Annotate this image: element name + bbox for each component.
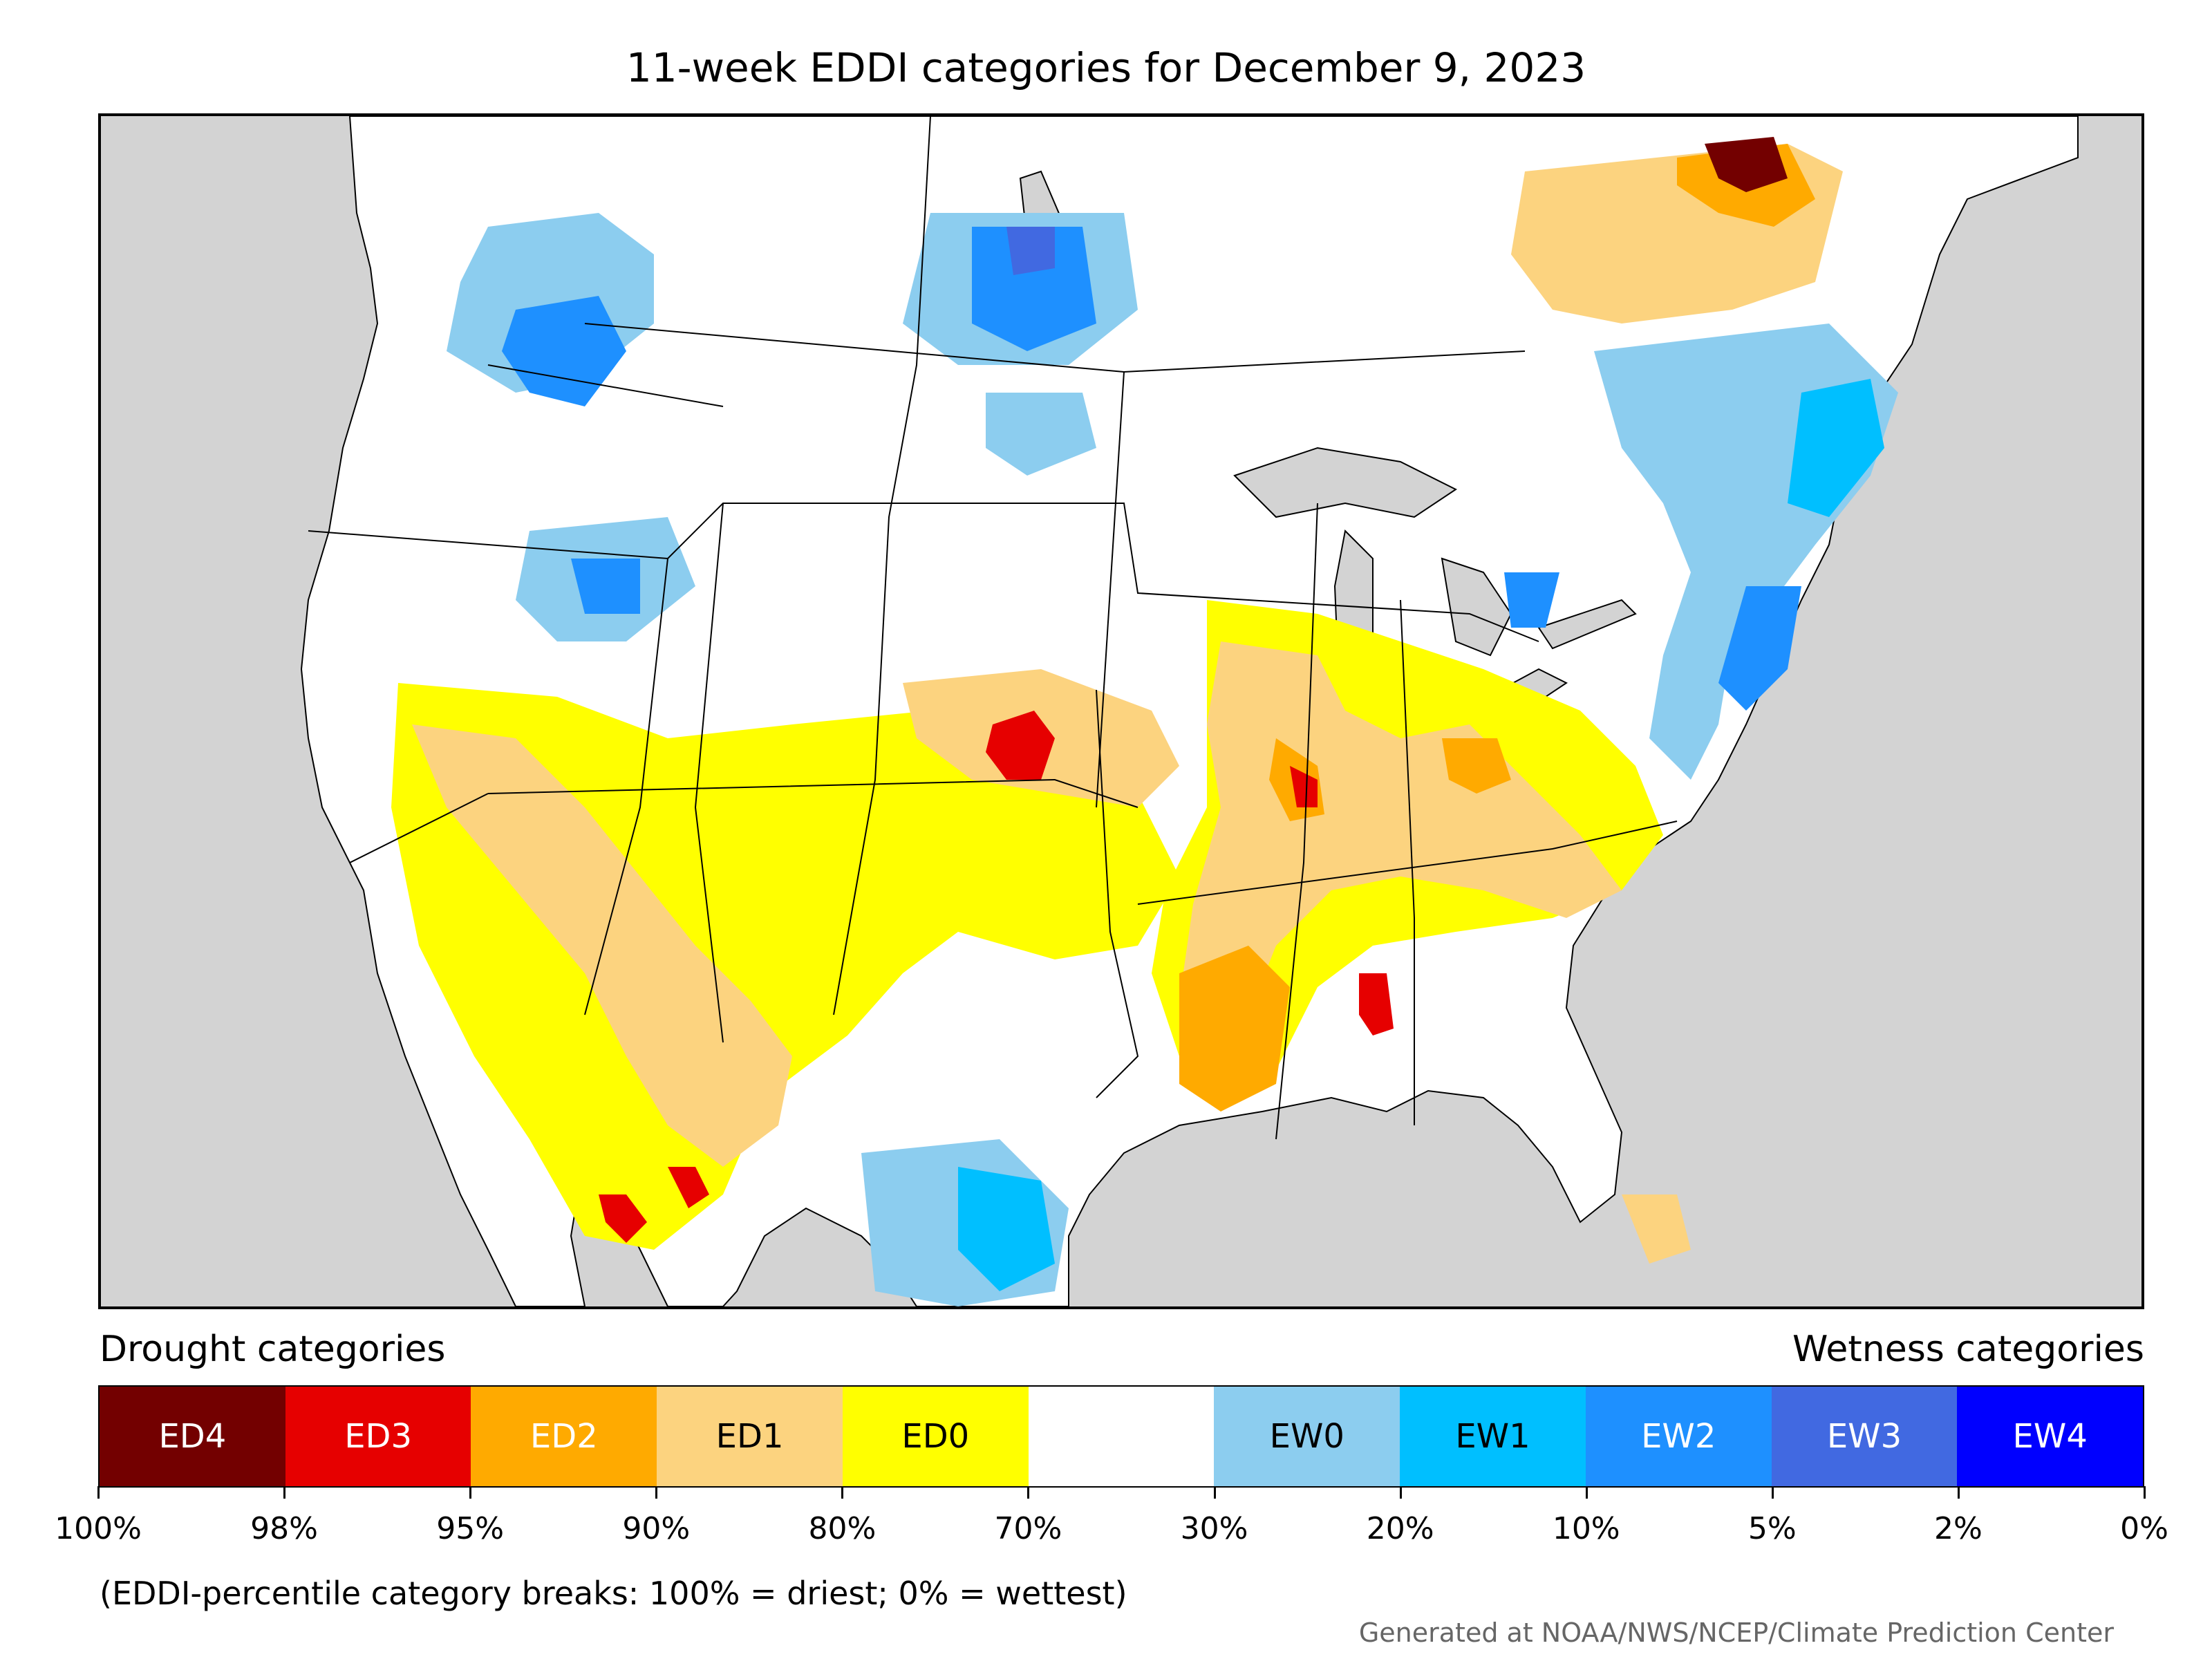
map-title: 11-week EDDI categories for December 9, … [626,44,1586,91]
colorbar-tick [1027,1486,1030,1499]
credit-line: Generated at NOAA/NWS/NCEP/Climate Predi… [1358,1618,2114,1648]
colorbar-tick [1957,1486,1960,1499]
legend-swatch-ed3: ED3 [285,1387,471,1486]
colorbar-tick-label: 20% [1366,1511,1434,1546]
wetness-regions [447,213,1898,1306]
colorbar-tick [1771,1486,1774,1499]
map-panel [98,113,2144,1309]
colorbar-tick [283,1486,286,1499]
colorbar-ticks: 100% 98% 95% 90% 80% 70% 30% 20% 10% 5% 2% 0% [55,1486,2168,1546]
legend-swatch-ed1: ED1 [657,1387,843,1486]
colorbar-tick-label: 10% [1552,1511,1620,1546]
legend-swatch-ew3: EW3 [1771,1387,1958,1486]
legend-swatch-ew2: EW2 [1585,1387,1772,1486]
legend-swatch-ed2: ED2 [471,1387,657,1486]
legend-swatch-ew1: EW1 [1400,1387,1586,1486]
colorbar-tick-label: 2% [1934,1511,1983,1546]
colorbar-tick [1585,1486,1588,1499]
colorbar-tick-label: 95% [436,1511,505,1546]
colorbar-tick-label: 90% [622,1511,691,1546]
state-borders [308,116,1678,1140]
legend-swatch-ed4: ED4 [100,1387,285,1486]
colorbar-tick [655,1486,658,1499]
legend-swatch-ed0: ED0 [842,1387,1029,1486]
colorbar-tick [1213,1486,1216,1499]
colorbar-tick [841,1486,844,1499]
colorbar-tick [469,1486,472,1499]
colorbar-tick-label: 80% [808,1511,877,1546]
colorbar-tick [97,1486,100,1499]
colorbar-tick-label: 98% [250,1511,318,1546]
category-note: (EDDI-percentile category breaks: 100% =… [100,1575,1127,1612]
colorbar-tick-label: 70% [994,1511,1062,1546]
colorbar-tick [2144,1486,2146,1499]
legend-swatch-ew4: EW4 [1957,1387,2144,1486]
colorbar-tick-label: 5% [1747,1511,1797,1546]
legend-swatch-neutral [1028,1387,1215,1486]
colorbar-tick-label: 30% [1180,1511,1248,1546]
category-colorbar: ED4 ED3 ED2 ED1 ED0 EW0 EW1 EW2 EW3 EW4 [98,1385,2144,1488]
colorbar-tick-label: 0% [2120,1511,2168,1546]
drought-legend-title: Drought categories [100,1329,446,1370]
colorbar-tick [1399,1486,1402,1499]
colorbar-tick-label: 100% [55,1511,142,1546]
wetness-legend-title: Wetness categories [1792,1329,2144,1370]
legend-swatch-ew0: EW0 [1214,1387,1400,1486]
drought-regions [391,137,1843,1264]
eddi-map [300,116,2079,1306]
